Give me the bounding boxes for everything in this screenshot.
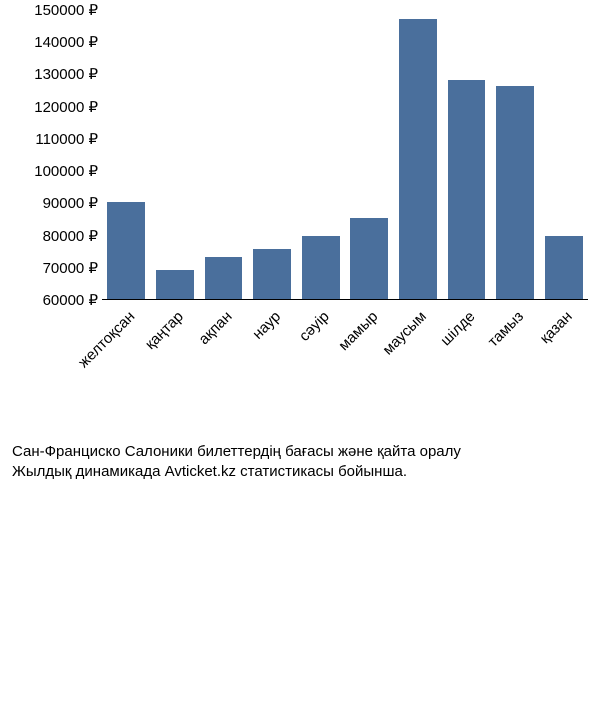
y-tick-label: 140000 ₽ (0, 33, 98, 51)
bar (302, 236, 340, 299)
bar (399, 19, 437, 299)
y-tick-label: 110000 ₽ (0, 130, 98, 148)
y-tick-label: 150000 ₽ (0, 1, 98, 19)
y-tick-label: 80000 ₽ (0, 227, 98, 245)
y-tick-label: 130000 ₽ (0, 65, 98, 83)
y-tick-label: 70000 ₽ (0, 259, 98, 277)
bar (545, 236, 583, 299)
bar (350, 218, 388, 299)
price-bar-chart: 60000 ₽70000 ₽80000 ₽90000 ₽100000 ₽1100… (12, 10, 588, 430)
bar (156, 270, 194, 299)
y-tick-label: 100000 ₽ (0, 162, 98, 180)
y-tick-label: 120000 ₽ (0, 98, 98, 116)
bar (448, 80, 486, 299)
x-tick-label: желтоқсан (45, 308, 138, 401)
x-tick-label: сәуір (102, 308, 332, 538)
bar (253, 249, 291, 299)
bar (496, 86, 534, 299)
bar (205, 257, 243, 299)
y-tick-label: 60000 ₽ (0, 291, 98, 309)
x-tick-label: тамыз (159, 308, 527, 676)
bar (107, 202, 145, 299)
plot-area (102, 10, 588, 300)
caption-line-2: Жылдық динамикада Avticket.kz статистика… (12, 462, 588, 482)
caption-line-1: Сан-Франциско Салоники билеттердің бағас… (12, 442, 588, 462)
chart-caption: Сан-Франциско Салоники билеттердің бағас… (12, 442, 588, 483)
y-tick-label: 90000 ₽ (0, 194, 98, 212)
